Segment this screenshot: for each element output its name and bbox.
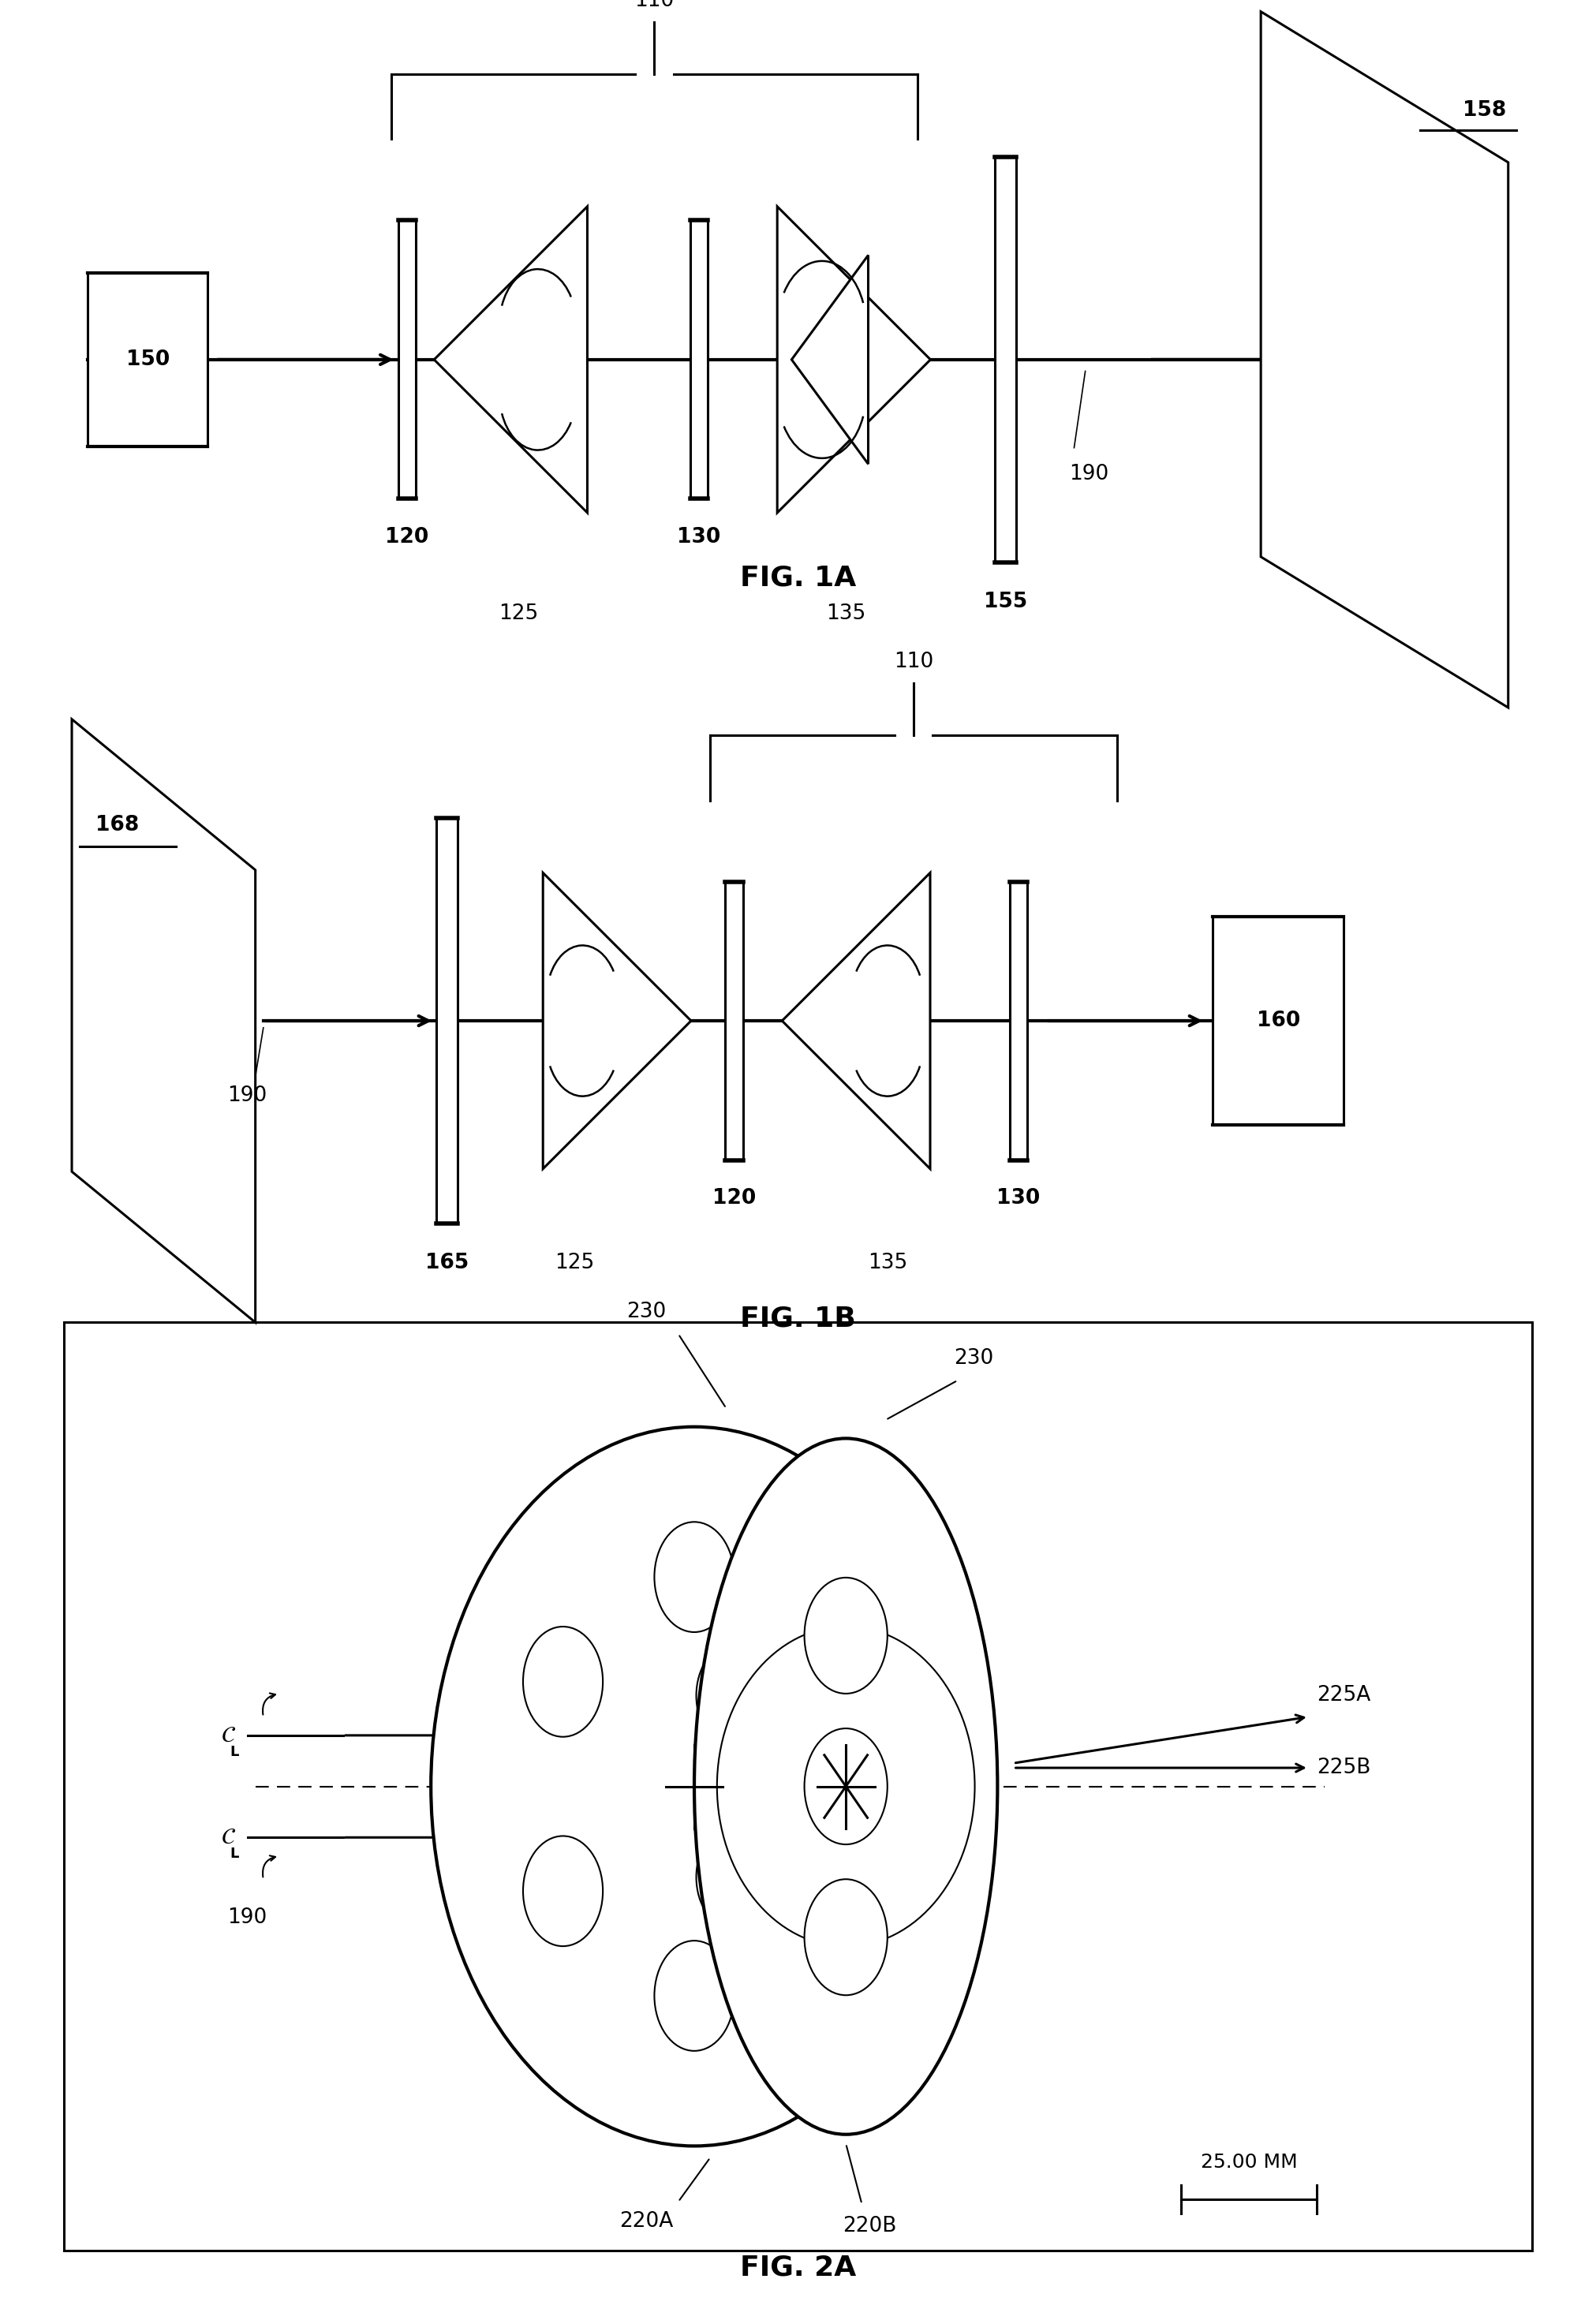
Ellipse shape (694, 1438, 998, 2134)
Text: 190: 190 (1069, 464, 1109, 485)
Bar (64, 1322, 1532, 2250)
Polygon shape (792, 255, 868, 464)
Bar (1213, 916, 1344, 1125)
Ellipse shape (696, 1645, 768, 1747)
Ellipse shape (804, 1578, 887, 1694)
Polygon shape (777, 206, 930, 513)
Bar (689, 220, 707, 499)
Text: 135: 135 (827, 603, 865, 624)
Text: 120: 120 (385, 527, 429, 548)
Text: $\mathbf{L}$: $\mathbf{L}$ (230, 1745, 239, 1759)
Polygon shape (782, 872, 930, 1169)
Text: 120: 120 (712, 1188, 757, 1209)
Text: FIG. 1B: FIG. 1B (741, 1304, 855, 1332)
Bar (397, 220, 415, 499)
Ellipse shape (804, 1728, 887, 1844)
Text: FIG. 1A: FIG. 1A (741, 564, 855, 592)
Text: 190: 190 (228, 1907, 267, 1928)
Ellipse shape (654, 1940, 734, 2051)
Ellipse shape (654, 1522, 734, 1633)
Text: 220A: 220A (619, 2211, 674, 2232)
Text: 160: 160 (1256, 1012, 1301, 1030)
Text: 225B: 225B (1317, 1759, 1371, 1777)
Text: 158: 158 (1462, 100, 1507, 121)
Text: 225A: 225A (1317, 1684, 1371, 1705)
Bar (725, 882, 744, 1160)
Ellipse shape (785, 1835, 865, 1946)
Text: 110: 110 (894, 652, 934, 673)
Text: 135: 135 (868, 1253, 907, 1274)
Text: 125: 125 (500, 603, 538, 624)
Text: 155: 155 (983, 592, 1028, 612)
Bar (88, 274, 207, 445)
Bar (437, 817, 456, 1223)
Ellipse shape (431, 1427, 958, 2146)
Text: $\mathbf{\mathcal{C}}$: $\mathbf{\mathcal{C}}$ (222, 1826, 236, 1849)
Polygon shape (434, 206, 587, 513)
Ellipse shape (717, 1626, 975, 1946)
Text: 110: 110 (635, 0, 674, 12)
Text: 130: 130 (677, 527, 721, 548)
Ellipse shape (523, 1626, 603, 1738)
Text: FIG. 2A: FIG. 2A (741, 2253, 855, 2281)
Text: 25.00 MM: 25.00 MM (1200, 2153, 1298, 2172)
Text: 125: 125 (555, 1253, 594, 1274)
Text: 220B: 220B (843, 2216, 897, 2236)
Text: 165: 165 (425, 1253, 469, 1274)
Text: 168: 168 (96, 814, 139, 835)
Text: 230: 230 (627, 1302, 666, 1322)
Text: 190: 190 (228, 1086, 267, 1107)
Ellipse shape (785, 1626, 865, 1738)
Text: 130: 130 (996, 1188, 1041, 1209)
Text: $\mathbf{L}$: $\mathbf{L}$ (230, 1847, 239, 1861)
Polygon shape (543, 872, 691, 1169)
Polygon shape (72, 719, 255, 1322)
Ellipse shape (804, 1879, 887, 1995)
Text: 230: 230 (954, 1348, 993, 1369)
Text: $\mathbf{\mathcal{C}}$: $\mathbf{\mathcal{C}}$ (222, 1724, 236, 1747)
Polygon shape (1261, 12, 1508, 708)
Text: 150: 150 (126, 350, 169, 369)
Ellipse shape (696, 1826, 768, 1928)
Bar (1009, 882, 1028, 1160)
Ellipse shape (523, 1835, 603, 1946)
Bar (996, 158, 1015, 564)
